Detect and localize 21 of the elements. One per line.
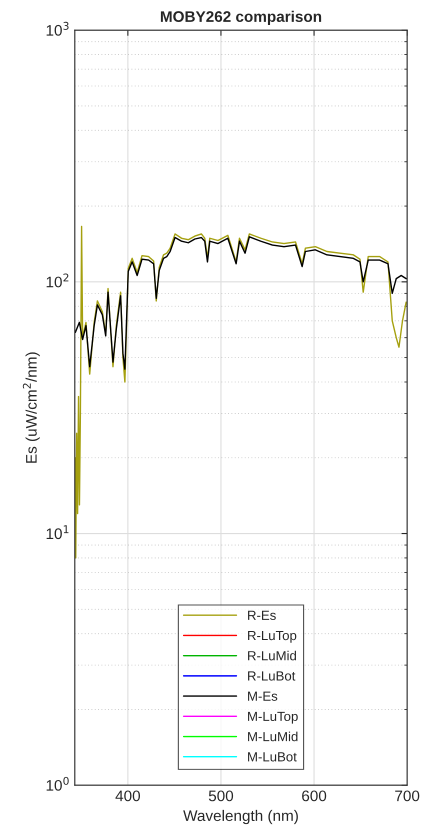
y-tick-label: 10$^{0}$	[46, 776, 69, 791]
y-tick-label: 10$^{2}$	[46, 273, 68, 288]
x-axis-title: Wavelength (nm)	[183, 810, 298, 824]
x-tick-label: 500	[208, 790, 234, 802]
x-tick-label: 700	[395, 790, 420, 802]
chart-title: MOBY262 comparison	[160, 10, 322, 26]
x-tick-label: 400	[115, 790, 140, 802]
line-series	[74, 236, 407, 370]
legend-label: R-LuMid	[248, 650, 296, 660]
legend-label: M-LuMid	[248, 732, 298, 742]
legend-label: R-Es	[248, 610, 276, 620]
legend-label: M-LuBot	[248, 752, 297, 762]
legend-label: M-Es	[248, 692, 278, 701]
y-axis-title: Es (uW/cm$^{2}$/nm)	[22, 352, 40, 463]
y-tick-label: 10$^{1}$	[46, 525, 68, 540]
x-tick-label: 600	[302, 790, 326, 802]
legend-label: R-LuBot	[248, 671, 296, 681]
y-tick-label: 10$^{3}$	[46, 22, 69, 36]
legend-label: M-LuTop	[248, 712, 298, 724]
legend-label: R-LuTop	[248, 630, 296, 643]
line-series	[74, 226, 407, 559]
